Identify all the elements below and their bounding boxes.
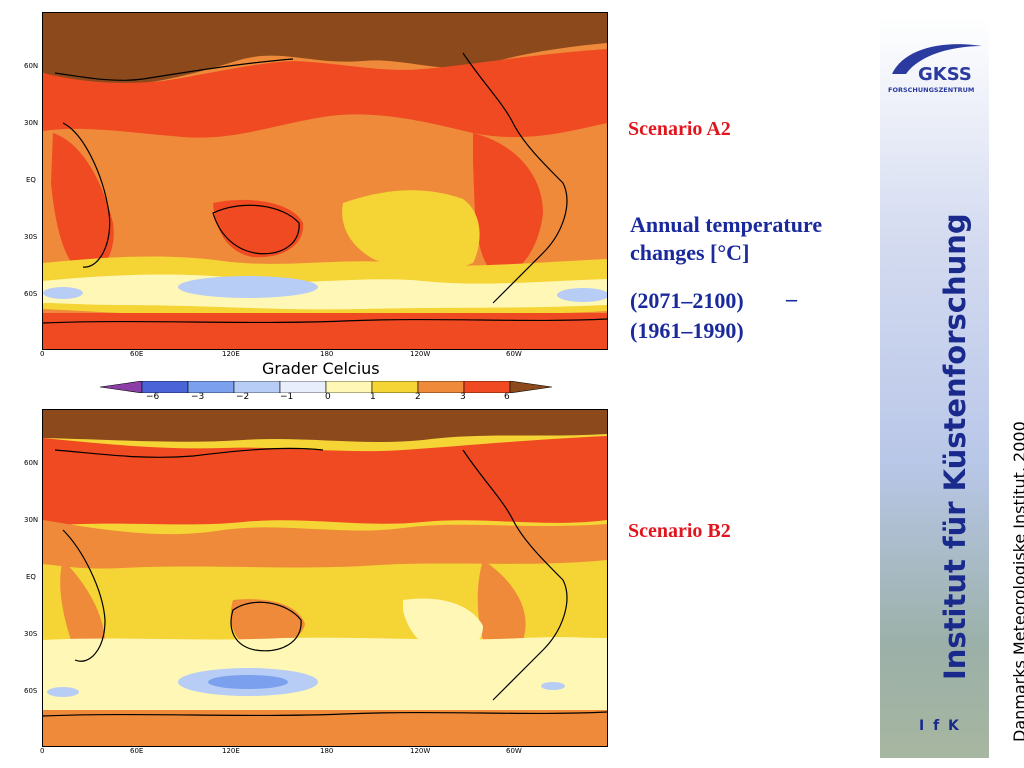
lon-label: 60E (130, 350, 144, 358)
lat-label: 60S (24, 290, 38, 298)
scenario-a2-label: Scenario A2 (628, 118, 731, 140)
colorbar-tick: 6 (504, 392, 510, 402)
institute-name: Institut für Küstenforschung (938, 213, 972, 680)
temperature-map-b2 (43, 410, 607, 746)
lon-label: 0 (40, 747, 45, 755)
lat-label: 60S (24, 687, 38, 695)
colorbar-tick: 2 (415, 392, 421, 402)
colorbar-title: Grader Celcius (262, 359, 380, 378)
lon-label: 180 (320, 747, 334, 755)
lat-label: EQ (26, 573, 36, 581)
colorbar-swatch (509, 380, 553, 394)
institute-abbrev: I f K (919, 718, 961, 734)
lat-label: 60N (24, 459, 39, 467)
colorbar-tick: −2 (236, 392, 250, 402)
colorbar: −6 −3 −2 −1 0 1 2 3 6 (99, 380, 553, 404)
temperature-map-a2 (43, 13, 607, 349)
lon-label: 60W (506, 350, 522, 358)
lat-label: 30N (24, 516, 39, 524)
gkss-logo-text: GKSS (918, 64, 972, 85)
source-credit: Danmarks Meteorologiske Institut, 2000 (1010, 421, 1024, 742)
gkss-logo: GKSS FORSCHUNGSZENTRUM (888, 44, 982, 94)
colorbar-tick: −6 (146, 392, 160, 402)
lon-label: 120W (410, 350, 431, 358)
lat-label: 60N (24, 62, 39, 70)
lon-label: 60E (130, 747, 144, 755)
lat-label: 30N (24, 119, 39, 127)
lon-label: 120E (222, 747, 240, 755)
map-frame (42, 409, 608, 747)
colorbar-swatch (417, 380, 465, 394)
colorbar-tick: 0 (325, 392, 331, 402)
gkss-logo-subtext: FORSCHUNGSZENTRUM (888, 86, 974, 94)
colorbar-tick: −1 (280, 392, 294, 402)
lon-label: 120W (410, 747, 431, 755)
lat-label: 30S (24, 233, 38, 241)
lat-label: 30S (24, 630, 38, 638)
period-future: (2071–2100) (630, 288, 744, 313)
colorbar-tick: 3 (460, 392, 466, 402)
lon-label: 60W (506, 747, 522, 755)
map-frame (42, 12, 608, 350)
lat-label: EQ (26, 176, 36, 184)
colorbar-swatch (371, 380, 419, 394)
caption-title-line1: Annual temperature (630, 212, 823, 237)
caption-title-line2: changes [°C] (630, 240, 750, 265)
colorbar-swatch (99, 380, 143, 394)
period-baseline: (1961–1990) (630, 318, 744, 343)
map-scenario-a2: 60N 30N EQ 30S 60S 0 60E 120E 180 120W 6… (24, 12, 608, 364)
period-minus: – (786, 286, 797, 311)
map-scenario-b2: 60N 30N EQ 30S 60S 0 60E 120E 180 120W 6… (24, 409, 608, 761)
institute-sidebar (880, 17, 989, 758)
scenario-b2-label: Scenario B2 (628, 520, 731, 542)
lon-label: 0 (40, 350, 45, 358)
colorbar-tick: −3 (191, 392, 205, 402)
lon-label: 180 (320, 350, 334, 358)
colorbar-swatch (325, 380, 373, 394)
lon-label: 120E (222, 350, 240, 358)
colorbar-tick: 1 (370, 392, 376, 402)
